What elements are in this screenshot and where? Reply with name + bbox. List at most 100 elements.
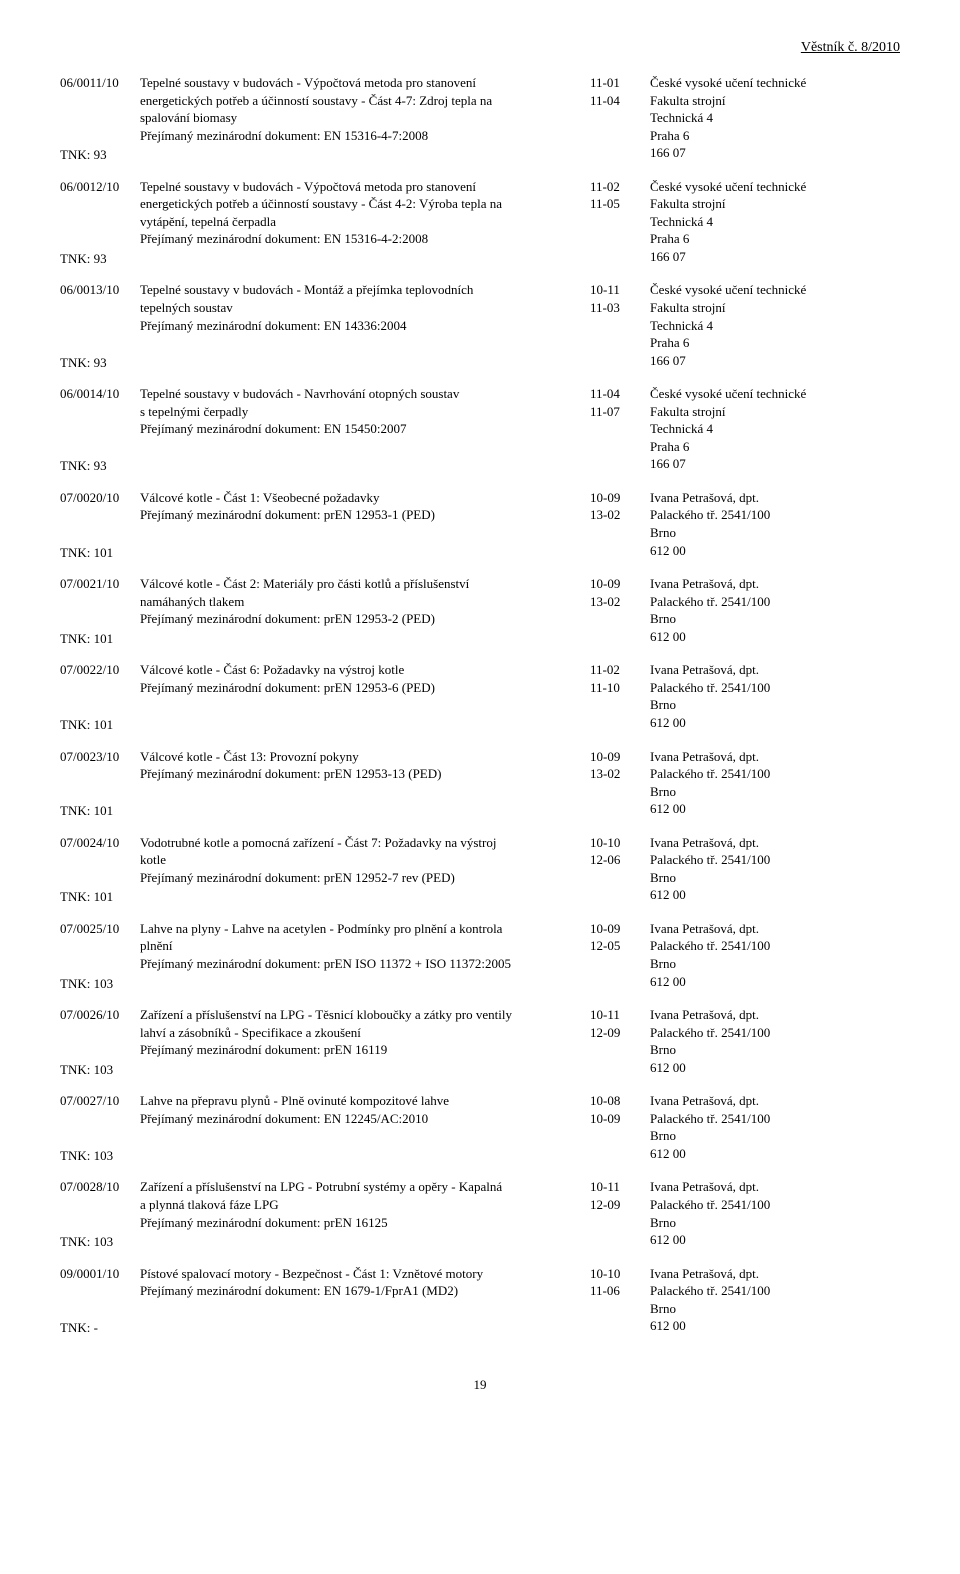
- document-page: Věstník č. 8/2010 06/0011/10 TNK: 93Tepe…: [0, 0, 960, 1433]
- address-line: Technická 4: [650, 213, 900, 231]
- description-line: Pístové spalovací motory - Bezpečnost - …: [140, 1265, 580, 1283]
- row-address: Ivana Petrašová, dpt.Palackého tř. 2541/…: [650, 575, 900, 645]
- row-description: Lahve na plyny - Lahve na acetylen - Pod…: [140, 920, 590, 973]
- row-dates: 10-0913-02: [590, 489, 650, 524]
- row-description: Válcové kotle - Část 13: Provozní pokyny…: [140, 748, 590, 783]
- table-row: 06/0011/10 TNK: 93Tepelné soustavy v bud…: [60, 74, 900, 164]
- address-line: Praha 6: [650, 230, 900, 248]
- row-tnk: TNK: 103: [60, 975, 140, 993]
- row-left: 07/0024/10 TNK: 101: [60, 834, 140, 906]
- description-line: Přejímaný mezinárodní dokument: prEN 129…: [140, 679, 580, 697]
- table-row: 06/0013/10 TNK: 93Tepelné soustavy v bud…: [60, 281, 900, 371]
- description-line: Přejímaný mezinárodní dokument: prEN 161…: [140, 1041, 580, 1059]
- date-value: 11-02: [590, 178, 650, 196]
- address-line: Palackého tř. 2541/100: [650, 1196, 900, 1214]
- row-code: 07/0020/10: [60, 489, 140, 507]
- row-dates: 10-1112-09: [590, 1006, 650, 1041]
- description-line: energetických potřeb a účinností soustav…: [140, 92, 580, 110]
- address-line: Palackého tř. 2541/100: [650, 765, 900, 783]
- description-line: Přejímaný mezinárodní dokument: prEN 129…: [140, 506, 580, 524]
- description-line: tepelných soustav: [140, 299, 580, 317]
- date-value: 10-09: [590, 489, 650, 507]
- description-line: Přejímaný mezinárodní dokument: EN 12245…: [140, 1110, 580, 1128]
- row-dates: 11-0211-10: [590, 661, 650, 696]
- row-code: 07/0027/10: [60, 1092, 140, 1110]
- description-line: Zařízení a příslušenství na LPG - Těsnic…: [140, 1006, 580, 1024]
- address-line: 612 00: [650, 800, 900, 818]
- date-value: 11-04: [590, 92, 650, 110]
- rows-container: 06/0011/10 TNK: 93Tepelné soustavy v bud…: [60, 74, 900, 1337]
- row-dates: 11-0211-05: [590, 178, 650, 213]
- date-value: 10-10: [590, 834, 650, 852]
- row-code: 07/0025/10: [60, 920, 140, 938]
- address-line: Palackého tř. 2541/100: [650, 1282, 900, 1300]
- address-line: Palackého tř. 2541/100: [650, 937, 900, 955]
- row-code: 07/0026/10: [60, 1006, 140, 1024]
- row-tnk: TNK: 93: [60, 457, 140, 475]
- row-left: 07/0027/10 TNK: 103: [60, 1092, 140, 1164]
- description-line: Tepelné soustavy v budovách - Montáž a p…: [140, 281, 580, 299]
- description-line: namáhaných tlakem: [140, 593, 580, 611]
- row-address: Ivana Petrašová, dpt.Palackého tř. 2541/…: [650, 1006, 900, 1076]
- address-line: Ivana Petrašová, dpt.: [650, 575, 900, 593]
- address-line: Palackého tř. 2541/100: [650, 679, 900, 697]
- row-code: 07/0023/10: [60, 748, 140, 766]
- row-description: Tepelné soustavy v budovách - Montáž a p…: [140, 281, 590, 334]
- row-code: 07/0021/10: [60, 575, 140, 593]
- date-value: 12-09: [590, 1196, 650, 1214]
- row-left: 07/0028/10 TNK: 103: [60, 1178, 140, 1250]
- address-line: Palackého tř. 2541/100: [650, 506, 900, 524]
- description-line: kotle: [140, 851, 580, 869]
- description-line: Zařízení a příslušenství na LPG - Potrub…: [140, 1178, 580, 1196]
- row-tnk: TNK: 103: [60, 1233, 140, 1251]
- table-row: 09/0001/10 TNK: -Pístové spalovací motor…: [60, 1265, 900, 1337]
- address-line: Ivana Petrašová, dpt.: [650, 1265, 900, 1283]
- row-tnk: TNK: -: [60, 1319, 140, 1337]
- date-value: 12-06: [590, 851, 650, 869]
- address-line: Fakulta strojní: [650, 195, 900, 213]
- page-header: Věstník č. 8/2010: [60, 40, 900, 56]
- row-description: Zařízení a příslušenství na LPG - Potrub…: [140, 1178, 590, 1231]
- date-value: 11-04: [590, 385, 650, 403]
- row-address: České vysoké učení technickéFakulta stro…: [650, 281, 900, 369]
- address-line: 166 07: [650, 144, 900, 162]
- address-line: Brno: [650, 1127, 900, 1145]
- description-line: Válcové kotle - Část 13: Provozní pokyny: [140, 748, 580, 766]
- address-line: Brno: [650, 955, 900, 973]
- row-left: 07/0021/10 TNK: 101: [60, 575, 140, 647]
- address-line: Palackého tř. 2541/100: [650, 851, 900, 869]
- address-line: Ivana Petrašová, dpt.: [650, 661, 900, 679]
- page-number: 19: [60, 1377, 900, 1393]
- description-line: Přejímaný mezinárodní dokument: prEN 129…: [140, 765, 580, 783]
- table-row: 07/0021/10 TNK: 101Válcové kotle - Část …: [60, 575, 900, 647]
- table-row: 07/0025/10 TNK: 103Lahve na plyny - Lahv…: [60, 920, 900, 992]
- address-line: Ivana Petrašová, dpt.: [650, 748, 900, 766]
- row-tnk: TNK: 101: [60, 544, 140, 562]
- address-line: 612 00: [650, 628, 900, 646]
- address-line: 612 00: [650, 886, 900, 904]
- row-left: 06/0011/10 TNK: 93: [60, 74, 140, 164]
- description-line: Přejímaný mezinárodní dokument: EN 15316…: [140, 230, 580, 248]
- row-left: 07/0022/10 TNK: 101: [60, 661, 140, 733]
- row-left: 09/0001/10 TNK: -: [60, 1265, 140, 1337]
- address-line: Brno: [650, 783, 900, 801]
- row-address: Ivana Petrašová, dpt.Palackého tř. 2541/…: [650, 920, 900, 990]
- row-dates: 10-0912-05: [590, 920, 650, 955]
- row-code: 07/0024/10: [60, 834, 140, 852]
- date-value: 10-09: [590, 1110, 650, 1128]
- row-code: 09/0001/10: [60, 1265, 140, 1283]
- date-value: 13-02: [590, 593, 650, 611]
- row-description: Tepelné soustavy v budovách - Výpočtová …: [140, 74, 590, 144]
- row-description: Lahve na přepravu plynů - Plně ovinuté k…: [140, 1092, 590, 1127]
- address-line: České vysoké učení technické: [650, 74, 900, 92]
- description-line: Přejímaný mezinárodní dokument: prEN 129…: [140, 869, 580, 887]
- row-dates: 10-1012-06: [590, 834, 650, 869]
- row-left: 07/0025/10 TNK: 103: [60, 920, 140, 992]
- description-line: Přejímaný mezinárodní dokument: prEN 129…: [140, 610, 580, 628]
- description-line: Přejímaný mezinárodní dokument: prEN ISO…: [140, 955, 580, 973]
- description-line: Tepelné soustavy v budovách - Navrhování…: [140, 385, 580, 403]
- table-row: 07/0022/10 TNK: 101Válcové kotle - Část …: [60, 661, 900, 733]
- description-line: Přejímaný mezinárodní dokument: EN 14336…: [140, 317, 580, 335]
- date-value: 11-07: [590, 403, 650, 421]
- address-line: Ivana Petrašová, dpt.: [650, 489, 900, 507]
